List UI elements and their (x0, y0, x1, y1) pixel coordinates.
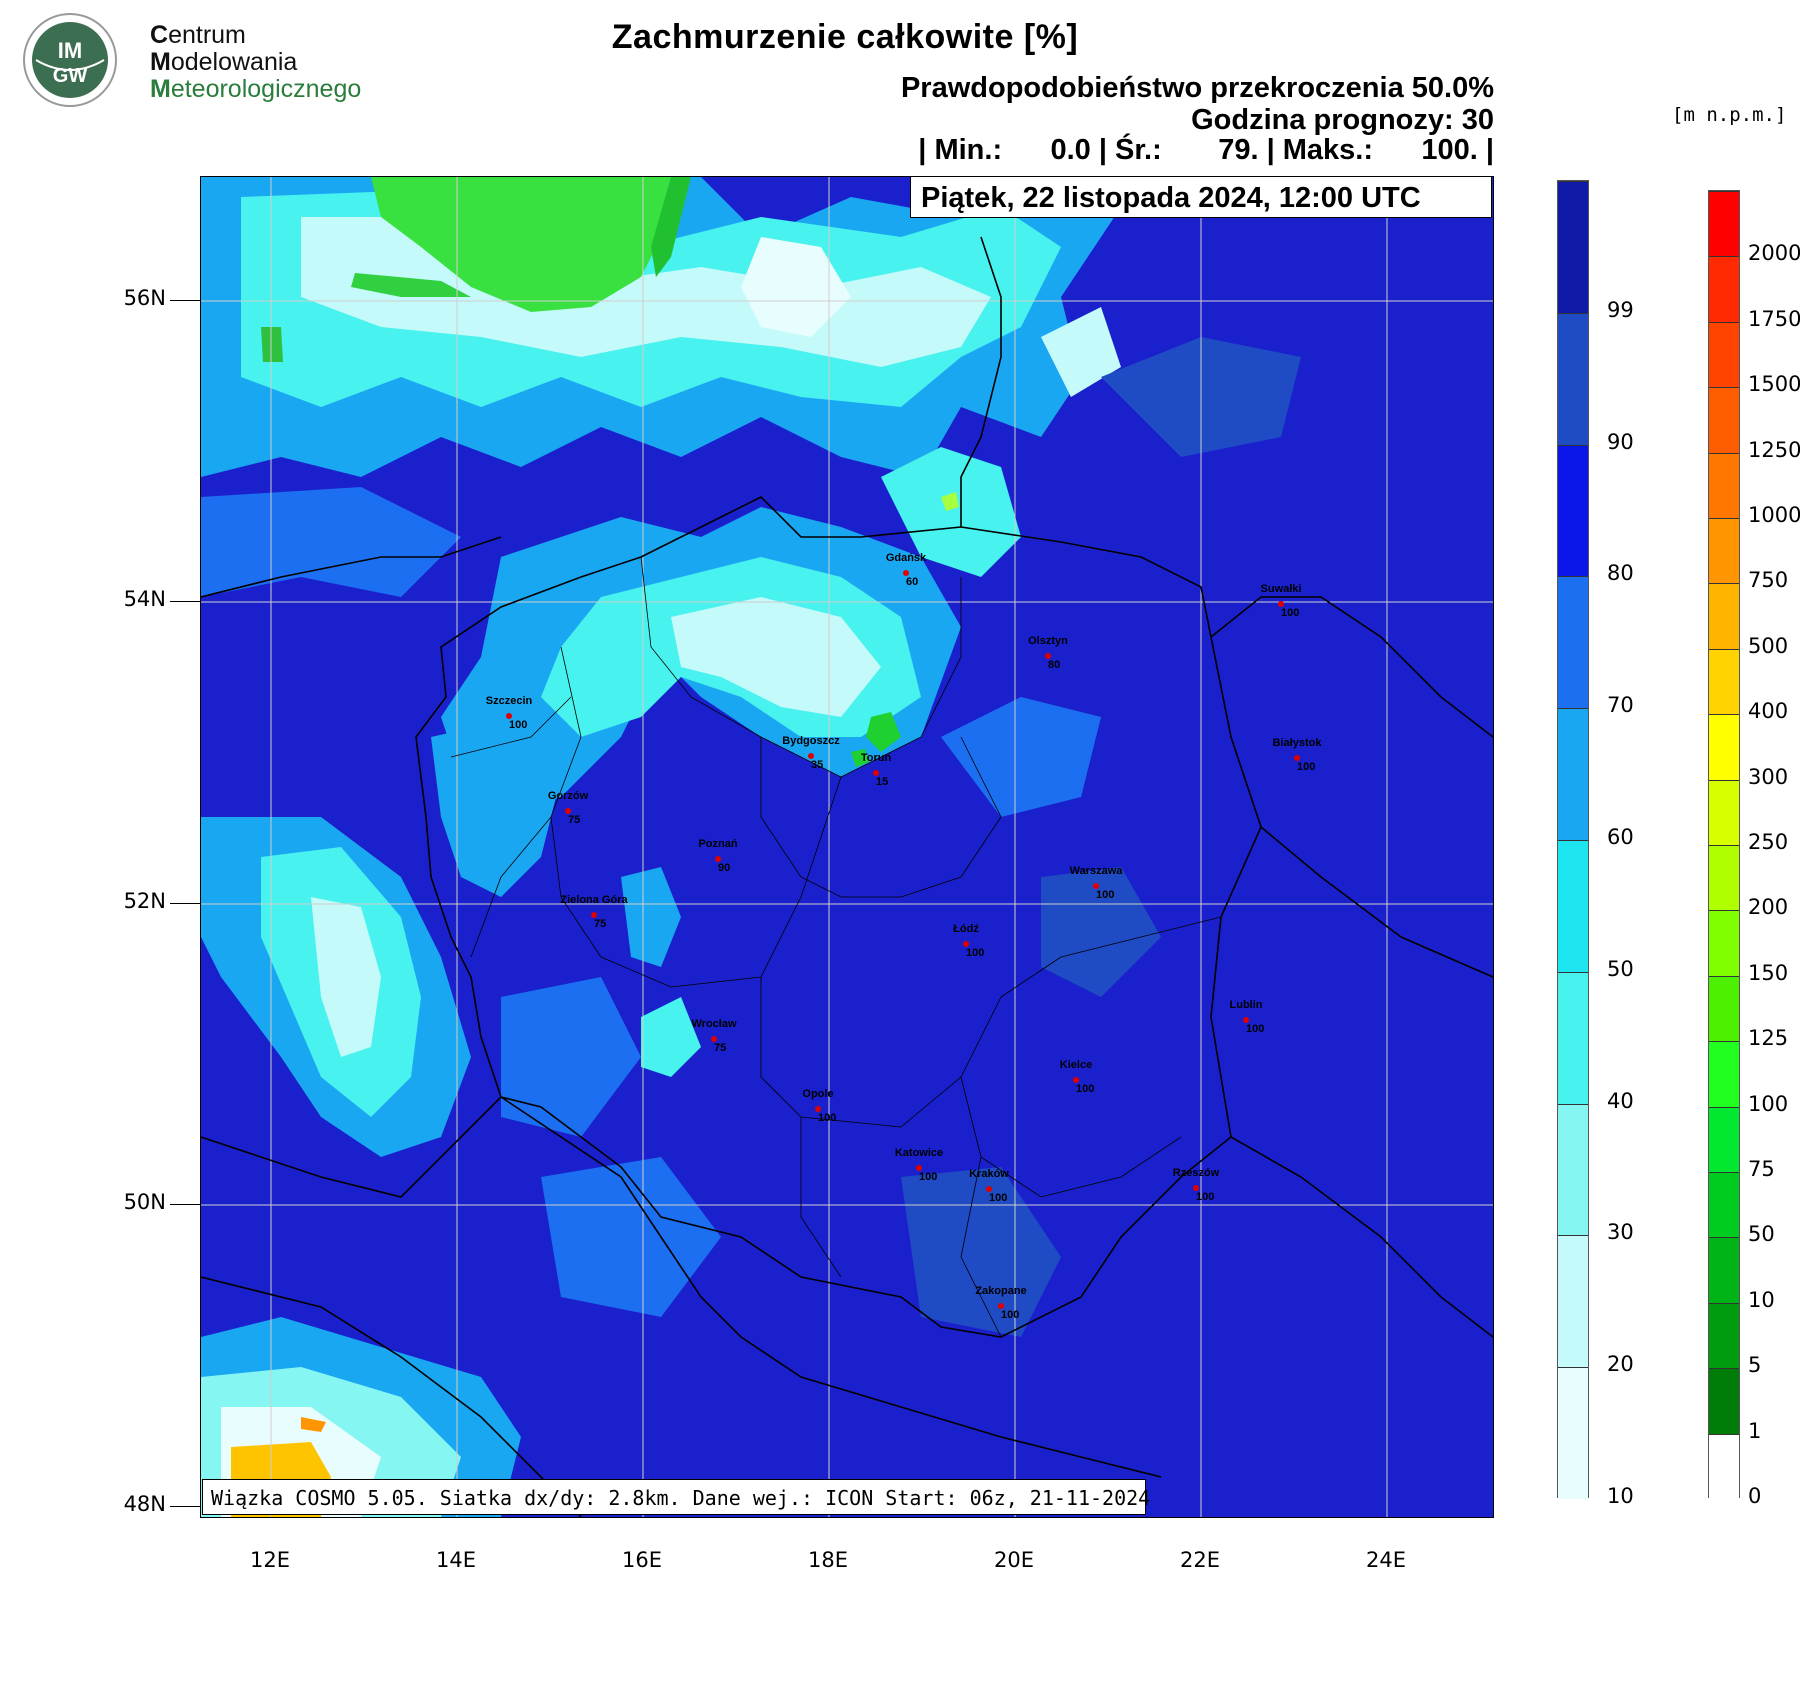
colorbar-segment (1709, 1041, 1739, 1107)
colorbar-label: 10 (1748, 1287, 1775, 1312)
colorbar-label: 2000 (1748, 241, 1800, 266)
colorbar-label: 125 (1748, 1026, 1789, 1051)
forecast-map: Gdańsk 60 Suwałki 100 Olsztyn 80 Szczecin 10… (200, 176, 1494, 1518)
colorbar-segment (1709, 452, 1739, 518)
statistics-line: | Min.: 0.0 | Śr.: 79. | Maks.: 100. | (918, 134, 1494, 166)
model-info: Wiązka COSMO 5.05. Siatka dx/dy: 2.8km. … (202, 1479, 1150, 1515)
lat-label-56n: 56N (123, 286, 166, 310)
colorbar-label: 80 (1607, 561, 1634, 586)
lon-label-14e: 14E (436, 1548, 476, 1572)
colorbar-label: 400 (1748, 699, 1789, 724)
lat-tick (170, 1204, 200, 1205)
colorbar-label: 0 (1748, 1484, 1762, 1508)
colorbar-segment (1558, 708, 1588, 840)
lat-tick (170, 601, 200, 602)
colorbar-segment (1558, 1367, 1588, 1499)
colorbar-segment (1558, 576, 1588, 709)
colorbar-label: 1500 (1748, 372, 1800, 397)
imgw-badge-icon: IM GW (23, 13, 117, 107)
colorbar-segment (1709, 1368, 1739, 1434)
forecast-date: Piątek, 22 listopada 2024, 12:00 UTC (910, 176, 1492, 218)
lon-label-22e: 22E (1180, 1548, 1220, 1572)
colorbar-segment (1709, 779, 1739, 845)
colorbar-label: 1250 (1748, 437, 1800, 462)
colorbar-segment (1709, 1433, 1739, 1499)
colorbar-segment (1558, 181, 1588, 313)
colorbar-label: 150 (1748, 960, 1789, 985)
colorbar-segment (1709, 910, 1739, 976)
probability-line: Prawdopodobieństwo przekroczenia 50.0% (900, 72, 1494, 104)
imgw-logo: IM GW Centrum Modelowania Meteorologiczn… (10, 10, 382, 110)
colorbar-segment (1709, 583, 1739, 649)
city-markers: Gdańsk 60 Suwałki 100 Olsztyn 80 Szczecin 10… (485, 552, 1322, 1321)
colorbar-label: 60 (1607, 825, 1634, 849)
colorbar-label: 300 (1748, 764, 1789, 789)
lat-label-50n: 50N (123, 1190, 166, 1214)
colorbar-segment (1709, 714, 1739, 780)
colorbar-label: 20 (1607, 1352, 1634, 1377)
badge-bottom-text: GW (53, 65, 88, 87)
colorbar-label: 70 (1607, 693, 1634, 718)
lon-label-24e: 24E (1366, 1548, 1406, 1572)
colorbar-label: 500 (1748, 633, 1789, 658)
colorbar-segment (1558, 1103, 1588, 1236)
colorbar-segment (1558, 971, 1588, 1104)
colorbar-segment (1558, 312, 1588, 445)
colorbar-label: 90 (1607, 429, 1634, 454)
lat-tick (170, 300, 200, 301)
colorbar-label: 75 (1748, 1157, 1775, 1181)
colorbar-label: 50 (1607, 956, 1634, 981)
colorbar-segment (1558, 1235, 1588, 1368)
lat-label-52n: 52N (123, 889, 166, 913)
colorbar-segment (1558, 840, 1588, 972)
lat-label-48n: 48N (123, 1492, 166, 1516)
forecast-hour-line: Godzina prognozy: 30 (1191, 104, 1494, 136)
colorbar-label: 99 (1607, 297, 1634, 322)
colorbar-segment (1709, 191, 1739, 257)
colorbar-label: 250 (1748, 830, 1789, 854)
colorbar-segment (1709, 845, 1739, 911)
colorbar-label: 5 (1748, 1353, 1762, 1378)
colorbar-label: 1000 (1748, 503, 1800, 527)
colorbar-segment (1709, 1172, 1739, 1238)
cloud-cover-field (201, 177, 1493, 1517)
lat-tick (170, 903, 200, 904)
colorbar-segment (1709, 321, 1739, 388)
colorbar-label: 1 (1748, 1418, 1762, 1443)
colorbar-label: 30 (1607, 1220, 1634, 1245)
lon-label-20e: 20E (994, 1548, 1034, 1572)
page-title: Zachmurzenie całkowite [%] (611, 18, 1079, 56)
cloud-cover-colorbar (1557, 180, 1589, 1499)
colorbar-label: 200 (1748, 895, 1789, 920)
colorbar-segment (1709, 256, 1739, 322)
units-label: [m n.p.m.] (1672, 104, 1787, 126)
colorbar-segment (1709, 1302, 1739, 1369)
colorbar-label: 50 (1748, 1222, 1775, 1247)
colorbar-segment (1709, 387, 1739, 453)
colorbar-label: 100 (1748, 1091, 1789, 1116)
colorbar-segment (1558, 444, 1588, 577)
lon-label-18e: 18E (808, 1548, 848, 1572)
badge-top-text: IM (58, 38, 82, 63)
logo-wordmark: Centrum Modelowania Meteorologicznego (150, 21, 362, 103)
lon-label-16e: 16E (622, 1548, 662, 1572)
lon-label-12e: 12E (250, 1548, 290, 1572)
colorbar-label: 750 (1748, 568, 1789, 593)
lat-tick (170, 1506, 200, 1507)
colorbar-segment (1709, 648, 1739, 715)
colorbar-segment (1709, 518, 1739, 584)
colorbar-label: 1750 (1748, 306, 1800, 331)
colorbar-segment (1709, 1237, 1739, 1303)
terrain-height-colorbar (1708, 190, 1740, 1499)
colorbar-segment (1709, 1106, 1739, 1172)
lat-label-54n: 54N (123, 587, 166, 611)
colorbar-label: 10 (1607, 1484, 1634, 1508)
colorbar-segment (1709, 975, 1739, 1042)
colorbar-label: 40 (1607, 1088, 1634, 1113)
